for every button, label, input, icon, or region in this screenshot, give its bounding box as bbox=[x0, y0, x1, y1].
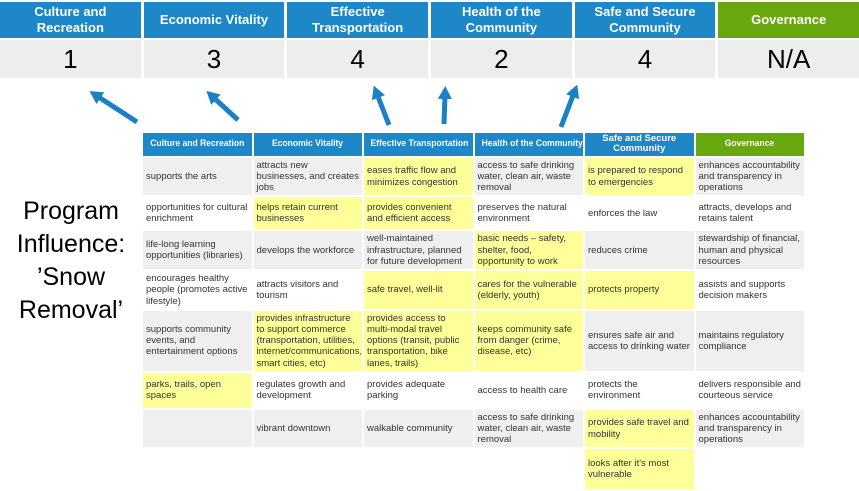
matrix-cell bbox=[474, 449, 583, 490]
score-culture-and-recreation: 1 bbox=[0, 40, 141, 78]
influence-arrow bbox=[558, 84, 580, 128]
matrix-header-safe-and-secure-community: Safe and Secure Community bbox=[585, 133, 694, 156]
matrix-cell: basic needs – safety, shelter, food, opp… bbox=[474, 231, 583, 270]
matrix-cell: delivers responsible and courteous servi… bbox=[695, 372, 804, 408]
matrix-cell: ensures safe air and access to drinking … bbox=[585, 310, 694, 371]
matrix-cell: access to safe drinking water, clean air… bbox=[474, 409, 583, 448]
matrix-cell: preserves the natural environment bbox=[474, 197, 583, 230]
matrix-cell: develops the workforce bbox=[253, 231, 362, 270]
scoreboard-header-safe-and-secure-community: Safe and Secure Community bbox=[574, 2, 716, 38]
matrix-cell: keeps community safe from danger (crime,… bbox=[474, 310, 583, 371]
matrix-cell: enforces the law bbox=[585, 197, 694, 230]
matrix-header-culture-and-recreation: Culture and Recreation bbox=[143, 133, 252, 156]
matrix-cell: reduces crime bbox=[585, 231, 694, 270]
matrix-cell: is prepared to respond to emergencies bbox=[585, 157, 694, 196]
matrix-cell: supports the arts bbox=[143, 157, 252, 196]
matrix-cell: maintains regulatory compliance bbox=[695, 310, 804, 371]
score-health-of-the-community: 2 bbox=[431, 40, 572, 78]
matrix-cell: protects the environment bbox=[585, 372, 694, 408]
matrix-cell: safe travel, well-lit bbox=[364, 271, 473, 309]
matrix-header-governance: Governance bbox=[695, 133, 804, 156]
scoreboard: Culture and Recreation Economic Vitality… bbox=[0, 2, 859, 78]
matrix-header-health-of-the-community: Health of the Community bbox=[474, 133, 583, 156]
matrix-header-economic-vitality: Economic Vitality bbox=[253, 133, 362, 156]
score-safe-and-secure-community: 4 bbox=[574, 40, 716, 78]
program-influence-line: ’Snow bbox=[36, 263, 106, 291]
matrix-cell: vibrant downtown bbox=[253, 409, 362, 448]
influence-arrow bbox=[371, 85, 392, 126]
matrix-row: supports the arts attracts new businesses… bbox=[143, 157, 804, 196]
matrix-cell: looks after it's most vulnerable bbox=[585, 449, 694, 490]
matrix-cell: enhances accountability and transparency… bbox=[695, 157, 804, 196]
matrix-cell: attracts visitors and tourism bbox=[253, 271, 362, 309]
matrix-row: opportunities for cultural enrichment hel… bbox=[143, 197, 804, 230]
matrix-row: life-long learning opportunities (librar… bbox=[143, 231, 804, 270]
matrix-cell: access to safe drinking water, clean air… bbox=[474, 157, 583, 196]
scoreboard-header-economic-vitality: Economic Vitality bbox=[143, 2, 285, 38]
matrix-cell: protects property bbox=[585, 271, 694, 309]
matrix-cell: supports community events, and entertain… bbox=[143, 310, 252, 371]
matrix-cell: helps retain current businesses bbox=[253, 197, 362, 230]
matrix-cell bbox=[253, 449, 362, 490]
matrix-cell: assists and supports decision makers bbox=[695, 271, 804, 309]
matrix-cell: provides infrastructure to support comme… bbox=[253, 310, 362, 371]
matrix-cell bbox=[143, 449, 252, 490]
matrix-cell: walkable community bbox=[364, 409, 473, 448]
matrix-cell: provides safe travel and mobility bbox=[585, 409, 694, 448]
matrix-row: encourages healthy people (promotes acti… bbox=[143, 271, 804, 309]
matrix-cell: provides convenient and efficient access bbox=[364, 197, 473, 230]
score-economic-vitality: 3 bbox=[143, 40, 285, 78]
matrix-cell: eases traffic flow and minimizes congest… bbox=[364, 157, 473, 196]
matrix-table: Culture and Recreation Economic Vitality E… bbox=[141, 131, 806, 491]
scoreboard-header-governance: Governance bbox=[718, 2, 859, 38]
matrix-row: looks after it's most vulnerable bbox=[143, 449, 804, 490]
score-governance: N/A bbox=[718, 40, 859, 78]
scoreboard-header-culture-and-recreation: Culture and Recreation bbox=[0, 2, 141, 38]
matrix-cell: opportunities for cultural enrichment bbox=[143, 197, 252, 230]
influence-arrow bbox=[89, 91, 139, 125]
matrix-cell: regulates growth and development bbox=[253, 372, 362, 408]
matrix-cell: attracts new businesses, and creates job… bbox=[253, 157, 362, 196]
matrix-cell: stewardship of financial, human and phys… bbox=[695, 231, 804, 270]
influence-arrow bbox=[206, 90, 240, 122]
matrix-row: supports community events, and entertain… bbox=[143, 310, 804, 371]
scoreboard-header-health-of-the-community: Health of the Community bbox=[431, 2, 572, 38]
matrix-cell: provides adequate parking bbox=[364, 372, 473, 408]
matrix-cell: well-maintained infrastructure, planned … bbox=[364, 231, 473, 270]
program-influence-matrix: Culture and Recreation Economic Vitality E… bbox=[141, 131, 806, 491]
matrix-cell bbox=[364, 449, 473, 490]
program-influence-label: Program Influence: ’Snow Removal’ bbox=[2, 195, 140, 327]
scoreboard-header-effective-transportation: Effective Transportation bbox=[287, 2, 428, 38]
matrix-cell bbox=[143, 409, 252, 448]
matrix-cell: provides access to multi-modal travel op… bbox=[364, 310, 473, 371]
matrix-cell: access to health care bbox=[474, 372, 583, 408]
matrix-cell: parks, trails, open spaces bbox=[143, 372, 252, 408]
matrix-row: parks, trails, open spaces regulates grow… bbox=[143, 372, 804, 408]
matrix-cell: cares for the vulnerable (elderly, youth… bbox=[474, 271, 583, 309]
program-influence-line: Removal’ bbox=[18, 296, 124, 324]
matrix-row: vibrant downtown walkable community access… bbox=[143, 409, 804, 448]
program-influence-line: Influence: bbox=[16, 230, 126, 258]
matrix-cell: attracts, develops and retains talent bbox=[695, 197, 804, 230]
matrix-header-effective-transportation: Effective Transportation bbox=[364, 133, 473, 156]
score-effective-transportation: 4 bbox=[287, 40, 428, 78]
matrix-cell: life-long learning opportunities (librar… bbox=[143, 231, 252, 270]
matrix-cell: encourages healthy people (promotes acti… bbox=[143, 271, 252, 309]
matrix-cell bbox=[695, 449, 804, 490]
matrix-cell: enhances accountability and transparency… bbox=[695, 409, 804, 448]
program-influence-line: Program bbox=[23, 197, 119, 225]
influence-arrow bbox=[437, 86, 452, 125]
